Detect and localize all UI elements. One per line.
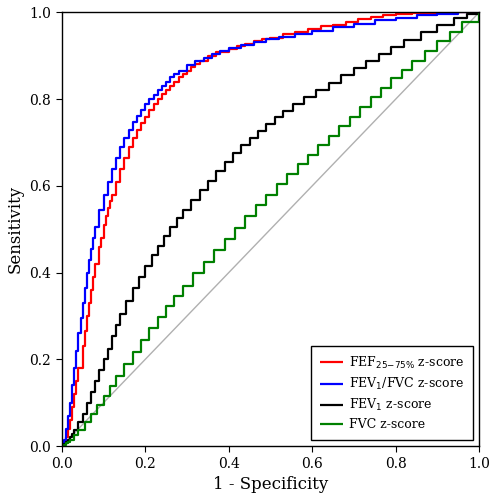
FEV$_1$/FVC z-score <box>226 45 232 51</box>
FEV$_1$/FVC z-score <box>293 34 299 40</box>
FEV$_1$/FVC z-score <box>393 14 399 20</box>
FEF$_{25\mathregular{-}75\%}$ z-score <box>59 443 65 449</box>
Line: FEF$_{25\mathregular{-}75\%}$ z-score: FEF$_{25\mathregular{-}75\%}$ z-score <box>62 12 479 446</box>
FEV$_1$/FVC z-score <box>100 192 106 198</box>
FEF$_{25\mathregular{-}75\%}$ z-score <box>410 10 415 16</box>
FEF$_{25\mathregular{-}75\%}$ z-score <box>192 64 198 70</box>
FEV$_1$ z-score <box>476 10 482 16</box>
FVC z-score <box>316 142 322 148</box>
FEV$_1$/FVC z-score <box>63 436 69 442</box>
FEF$_{25\mathregular{-}75\%}$ z-score <box>69 417 75 423</box>
FEV$_1$ z-score <box>255 135 261 141</box>
FEF$_{25\mathregular{-}75\%}$ z-score <box>476 10 482 16</box>
FVC z-score <box>305 152 311 158</box>
FEF$_{25\mathregular{-}75\%}$ z-score <box>226 50 232 56</box>
X-axis label: 1 - Specificity: 1 - Specificity <box>213 476 328 493</box>
Y-axis label: Sensitivity: Sensitivity <box>7 185 24 274</box>
FVC z-score <box>63 440 69 446</box>
FVC z-score <box>94 410 100 416</box>
Line: FEV$_1$ z-score: FEV$_1$ z-score <box>62 12 479 446</box>
FEV$_1$ z-score <box>123 298 129 304</box>
FEV$_1$/FVC z-score <box>59 443 65 449</box>
FEV$_1$/FVC z-score <box>455 10 461 16</box>
FEF$_{25\mathregular{-}75\%}$ z-score <box>205 58 211 64</box>
FVC z-score <box>476 10 482 16</box>
FEV$_1$ z-score <box>196 187 202 193</box>
FEF$_{25\mathregular{-}75\%}$ z-score <box>443 10 449 16</box>
FEV$_1$/FVC z-score <box>476 10 482 16</box>
FVC z-score <box>336 132 342 138</box>
Line: FVC z-score: FVC z-score <box>62 12 479 446</box>
FVC z-score <box>336 123 342 129</box>
FEV$_1$ z-score <box>67 434 73 440</box>
Legend: FEF$_{25\mathregular{-}75\%}$ z-score, FEV$_1$/FVC z-score, FEV$_1$ z-score, FVC: FEF$_{25\mathregular{-}75\%}$ z-score, F… <box>311 346 473 440</box>
Line: FEV$_1$/FVC z-score: FEV$_1$/FVC z-score <box>62 12 479 446</box>
FEV$_1$ z-score <box>205 187 211 193</box>
FEF$_{25\mathregular{-}75\%}$ z-score <box>443 10 449 16</box>
FVC z-score <box>59 443 65 449</box>
FEV$_1$ z-score <box>109 332 115 338</box>
FEV$_1$ z-score <box>59 443 65 449</box>
FEV$_1$/FVC z-score <box>63 426 69 432</box>
